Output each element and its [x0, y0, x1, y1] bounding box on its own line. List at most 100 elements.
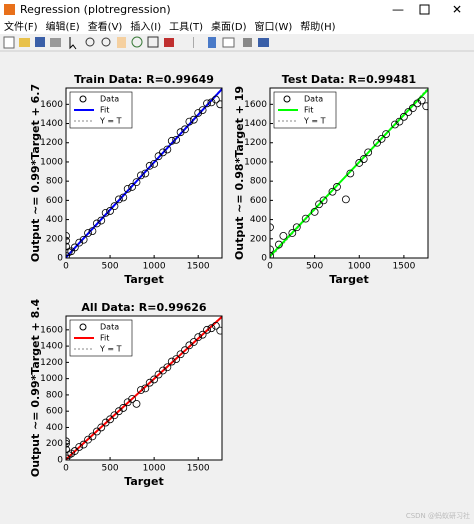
- data-point: [75, 443, 84, 451]
- y-axis-label: Output ~= 0.99*Target + 6.7: [29, 84, 42, 262]
- data-point: [123, 184, 132, 193]
- data-point: [119, 404, 128, 412]
- data-point: [132, 178, 141, 187]
- data-point: [288, 229, 297, 237]
- data-point: [101, 208, 110, 217]
- data-point: [346, 169, 355, 178]
- data-point: [270, 245, 274, 254]
- y-tick-label: 1400: [40, 119, 63, 129]
- menu-item[interactable]: 桌面(D): [211, 20, 247, 33]
- menu-item[interactable]: 帮助(H): [300, 20, 335, 33]
- plot-area: [66, 316, 222, 460]
- y-tick-label: 800: [250, 177, 267, 187]
- x-tick-label: 1000: [143, 262, 166, 272]
- tool-legend[interactable]: [222, 37, 235, 48]
- data-point: [333, 183, 341, 191]
- tool-zoom-in[interactable]: [85, 37, 95, 47]
- y-tick-label: 1000: [40, 157, 63, 167]
- tool-dock[interactable]: [258, 38, 269, 47]
- data-point: [79, 235, 88, 244]
- legend-label: Data: [304, 95, 323, 104]
- data-point: [181, 346, 189, 355]
- data-point: [163, 363, 172, 372]
- tool-open[interactable]: [19, 38, 30, 47]
- x-tick-label: 1500: [187, 464, 210, 474]
- data-point: [110, 411, 119, 420]
- data-point: [137, 386, 145, 394]
- data-point: [377, 135, 386, 143]
- y-axis-label: Output ~= 0.99*Target + 8.4: [29, 299, 42, 478]
- menu-item[interactable]: 插入(I): [130, 20, 161, 33]
- tool-print[interactable]: [50, 38, 61, 47]
- tool-brush[interactable]: [164, 38, 174, 47]
- menu-item[interactable]: 工具(T): [169, 21, 203, 33]
- data-point: [150, 159, 159, 168]
- tool-colorbar[interactable]: [208, 37, 216, 48]
- tool-hide[interactable]: [243, 38, 252, 47]
- data-point: [66, 252, 70, 258]
- data-point: [84, 229, 92, 237]
- data-point: [163, 145, 172, 154]
- toolbar: [3, 36, 269, 50]
- data-point: [408, 104, 417, 113]
- plot-area: [66, 88, 222, 258]
- data-point: [413, 99, 422, 108]
- data-point: [198, 106, 207, 114]
- menu-item[interactable]: 文件(F): [4, 20, 38, 33]
- y-tick-label: 1400: [40, 342, 63, 352]
- data-point: [301, 214, 310, 223]
- menu: 文件(F) 编辑(E) 查看(V) 插入(I) 工具(T) 桌面(D) 窗口(W) 帮助(H): [4, 20, 336, 33]
- data-point: [172, 135, 181, 144]
- legend-label: Y = T: [99, 117, 122, 126]
- data-point: [355, 159, 364, 167]
- data-point: [167, 357, 176, 366]
- y-tick-label: 200: [46, 234, 63, 244]
- x-tick-label: 1000: [143, 464, 166, 474]
- y-tick-label: 400: [46, 423, 63, 433]
- tool-new[interactable]: [3, 36, 15, 49]
- menu-item[interactable]: 编辑(E): [46, 20, 80, 33]
- legend-marker: [283, 95, 291, 103]
- data-point: [194, 109, 203, 117]
- x-axis-label: Target: [329, 273, 369, 286]
- tool-datatip[interactable]: [147, 36, 159, 48]
- x-tick-label: 0: [63, 262, 69, 272]
- tool-zoom-out[interactable]: [101, 37, 111, 47]
- x-tick-label: 500: [101, 464, 118, 474]
- y-tick-label: 400: [46, 215, 63, 225]
- data-point: [328, 187, 337, 196]
- data-point: [399, 112, 408, 121]
- data-point: [189, 338, 198, 346]
- minimize-button[interactable]: —: [392, 3, 404, 17]
- x-tick-label: 0: [63, 464, 69, 474]
- y-tick-label: 200: [46, 439, 63, 449]
- data-point: [66, 437, 70, 446]
- window-title: Regression (plotregression): [20, 3, 171, 16]
- data-point: [167, 136, 176, 145]
- chart-title: Test Data: R=0.99481: [282, 73, 416, 86]
- data-point: [181, 125, 189, 134]
- y-tick-label: 1000: [40, 374, 63, 384]
- tool-rotate[interactable]: [131, 36, 143, 48]
- y-tick-label: 800: [46, 177, 63, 187]
- axes-frame: [65, 315, 223, 461]
- data-point: [128, 395, 137, 403]
- y-tick-label: 1600: [40, 100, 63, 110]
- tool-pointer[interactable]: [69, 37, 77, 50]
- data-point: [172, 355, 181, 364]
- maximize-button[interactable]: [419, 4, 430, 15]
- data-point: [176, 350, 185, 359]
- close-button[interactable]: ✕: [452, 3, 462, 17]
- data-point: [132, 399, 141, 408]
- data-point: [114, 195, 123, 204]
- x-axis-label: Target: [124, 475, 164, 488]
- menu-item[interactable]: 查看(V): [88, 20, 123, 33]
- tool-pan[interactable]: [117, 37, 126, 48]
- x-tick-label: 500: [306, 262, 323, 272]
- fit-line: [270, 88, 428, 257]
- separator: [193, 37, 194, 48]
- tool-save[interactable]: [35, 37, 45, 47]
- menu-item[interactable]: 窗口(W): [255, 20, 293, 33]
- legend-label: Data: [100, 95, 119, 104]
